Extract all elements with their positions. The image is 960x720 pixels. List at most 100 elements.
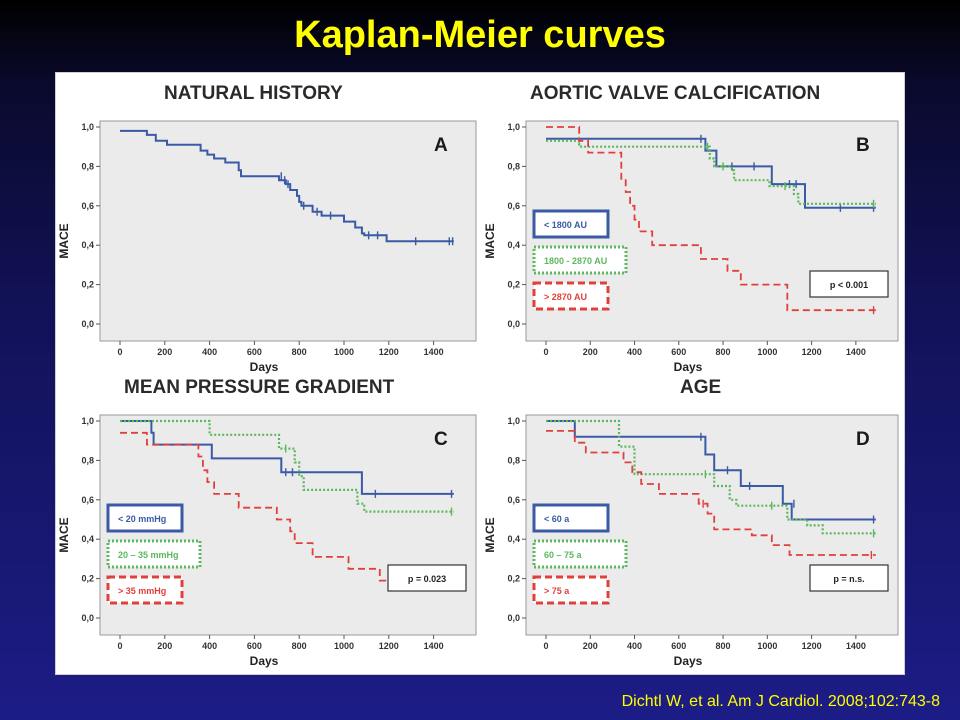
chart-panel-a: NATURAL HISTORY A 0,0 0,2 0,4 0,6 0,8 1,0 0 200 40… (57, 83, 477, 374)
series-line-3 (546, 126, 876, 312)
y-tick-label: 0,4 (81, 534, 94, 544)
x-tick-label: 1000 (757, 641, 777, 651)
legend-box (106, 503, 184, 533)
x-tick-label: 800 (292, 347, 307, 357)
legend-box (532, 503, 610, 533)
x-tick-label: 400 (202, 347, 217, 357)
y-tick-label: 1,0 (507, 122, 520, 132)
series-line-2 (546, 419, 876, 535)
x-axis-label: Days (250, 360, 279, 374)
p-value-label: p = n.s. (833, 574, 864, 584)
y-tick-label: 0,2 (81, 574, 94, 584)
x-tick-label: 0 (543, 347, 548, 357)
y-tick-label: 0,8 (81, 161, 94, 171)
y-tick-label: 0,4 (507, 534, 520, 544)
y-tick-label: 0,2 (507, 280, 520, 290)
x-tick-label: 800 (716, 641, 731, 651)
y-tick-label: 0,8 (507, 455, 520, 465)
x-axis-label: Days (674, 654, 703, 668)
x-tick-label: 1400 (846, 347, 866, 357)
legend-box (106, 575, 184, 605)
panel-letter: C (434, 429, 448, 450)
series-line-1 (546, 137, 876, 209)
legend-label: > 75 a (544, 586, 570, 596)
legend-label: < 60 a (544, 514, 570, 524)
x-tick-label: 1200 (379, 641, 399, 651)
chart-panel-c: MEAN PRESSURE GRADIENT C 0,0 0,2 0,4 0,6 0,8 1,… (57, 377, 477, 668)
x-tick-label: 0 (117, 347, 122, 357)
x-tick-label: 200 (583, 347, 598, 357)
y-tick-label: 0,6 (507, 201, 520, 211)
y-tick-label: 0,8 (81, 455, 94, 465)
x-tick-label: 1000 (334, 347, 354, 357)
y-tick-label: 0,0 (81, 613, 94, 623)
p-value-box (387, 564, 467, 592)
x-tick-label: 400 (627, 641, 642, 651)
slide-title: Kaplan-Meier curves (294, 14, 666, 56)
x-axis-label: Days (250, 654, 279, 668)
y-tick-label: 1,0 (81, 122, 94, 132)
y-tick-label: 0,0 (507, 319, 520, 329)
y-axis-label: MACE (483, 223, 497, 258)
y-tick-label: 0,0 (81, 319, 94, 329)
chart-title: MEAN PRESSURE GRADIENT (124, 377, 395, 398)
panel-letter: D (856, 429, 870, 450)
legend-label: > 35 mmHg (118, 586, 166, 596)
legend-label: 60 – 75 a (544, 550, 583, 560)
p-value-box (809, 270, 889, 298)
p-value-label: p = 0.023 (408, 574, 446, 584)
legend-box (106, 539, 202, 569)
x-axis-label: Days (674, 360, 703, 374)
legend-box (532, 209, 610, 239)
x-tick-label: 200 (583, 641, 598, 651)
y-tick-label: 0,4 (81, 240, 94, 250)
legend-box (532, 539, 628, 569)
p-value-label: p < 0.001 (830, 280, 868, 290)
y-tick-label: 0,0 (507, 613, 520, 623)
legend-label: 20 – 35 mmHg (118, 550, 179, 560)
y-axis-label: MACE (57, 517, 71, 552)
panel-letter: A (434, 135, 448, 156)
x-tick-label: 600 (671, 347, 686, 357)
y-tick-label: 0,6 (81, 495, 94, 505)
citation: Dichtl W, et al. Am J Cardiol. 2008;102:… (621, 693, 940, 710)
panel-letter: B (856, 135, 870, 156)
x-tick-label: 1400 (424, 347, 444, 357)
y-tick-label: 1,0 (507, 416, 520, 426)
y-tick-label: 0,4 (507, 240, 520, 250)
x-tick-label: 800 (292, 641, 307, 651)
series-line-3 (120, 431, 454, 582)
y-tick-label: 0,6 (507, 495, 520, 505)
p-value-box (809, 564, 889, 592)
chart-title: AORTIC VALVE CALCIFICATION (530, 83, 820, 104)
series-line-1 (120, 420, 454, 495)
x-tick-label: 600 (671, 641, 686, 651)
chart-title: NATURAL HISTORY (164, 83, 343, 104)
series-line-2 (546, 139, 876, 205)
figure-panel: NATURAL HISTORY A 0,0 0,2 0,4 0,6 0,8 1,0 0 200 40… (55, 72, 905, 675)
y-tick-label: 0,8 (507, 161, 520, 171)
legend-label: < 1800 AU (544, 220, 587, 230)
x-tick-label: 1000 (334, 641, 354, 651)
legend-box (532, 281, 610, 311)
chart-panel-d: AGE D 0,0 0,2 0,4 0,6 0,8 1,0 0 200 400 600 800 1000 1… (483, 377, 899, 668)
x-tick-label: 1200 (379, 347, 399, 357)
y-tick-label: 1,0 (81, 416, 94, 426)
y-axis-label: MACE (57, 223, 71, 258)
x-tick-label: 1200 (802, 347, 822, 357)
x-tick-label: 1000 (757, 347, 777, 357)
x-tick-label: 0 (543, 641, 548, 651)
x-tick-label: 400 (202, 641, 217, 651)
legend-label: > 2870 AU (544, 292, 587, 302)
x-tick-label: 400 (627, 347, 642, 357)
x-tick-label: 0 (117, 641, 122, 651)
chart-title: AGE (680, 377, 721, 398)
x-tick-label: 800 (716, 347, 731, 357)
plot-area (99, 120, 477, 342)
y-tick-label: 0,2 (507, 574, 520, 584)
legend-box (532, 575, 610, 605)
kaplan-meier-figure: NATURAL HISTORY A 0,0 0,2 0,4 0,6 0,8 1,0 0 200 40… (57, 83, 899, 668)
legend-box (532, 245, 628, 275)
x-tick-label: 1400 (846, 641, 866, 651)
legend-label: < 20 mmHg (118, 514, 166, 524)
